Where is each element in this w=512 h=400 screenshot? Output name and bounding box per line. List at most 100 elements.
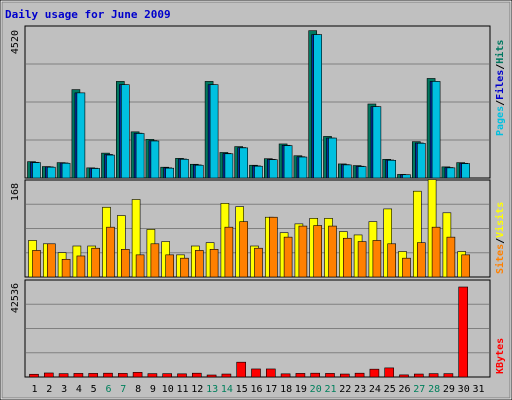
x-tick-label: 24 xyxy=(369,384,381,395)
kbytes-bar xyxy=(162,373,172,378)
kbytes-bar xyxy=(399,374,409,378)
pages-bar xyxy=(372,106,382,179)
sites-bar xyxy=(313,225,323,278)
sites-bar xyxy=(209,249,219,278)
sites-bar xyxy=(180,257,189,278)
legend-entry: / xyxy=(495,100,506,106)
sites-bar xyxy=(91,247,100,278)
kbytes-bar xyxy=(443,373,454,378)
x-tick-label: 28 xyxy=(428,384,440,395)
sites-bar xyxy=(46,243,56,278)
pages-bar xyxy=(402,174,411,179)
x-tick-label: 22 xyxy=(339,384,351,395)
sites-bar xyxy=(298,225,308,278)
legend-entry: / xyxy=(495,238,506,244)
kbytes-bar xyxy=(458,286,469,378)
sites-bar xyxy=(195,250,204,278)
pages-bar xyxy=(328,137,337,179)
sites-bar xyxy=(165,254,174,278)
legend-kbytes: KBytes xyxy=(495,338,506,374)
kbytes-bar xyxy=(251,368,261,378)
y-max-label: 42536 xyxy=(10,283,21,313)
pages-bar xyxy=(254,165,263,179)
kbytes-bar xyxy=(265,368,276,378)
pages-bar xyxy=(61,162,71,179)
kbytes-bar xyxy=(29,373,39,378)
pages-bar xyxy=(32,162,41,179)
kbytes-bar xyxy=(192,372,202,378)
sites-bar xyxy=(61,258,71,278)
sites-bar xyxy=(239,221,248,278)
sites-bar xyxy=(387,243,397,278)
kbytes-bar xyxy=(88,373,98,378)
sites-bar xyxy=(268,216,278,278)
sites-bar xyxy=(357,241,367,278)
y-max-label: 4520 xyxy=(10,30,21,54)
legend-hits-files-pages: Pages/Files/Hits xyxy=(494,40,506,136)
y-max-label: 168 xyxy=(10,183,21,201)
chart-title: Daily usage for June 2009 xyxy=(5,8,171,21)
kbytes-bar xyxy=(73,373,84,378)
x-tick-label: 1 xyxy=(31,384,37,395)
pages-bar xyxy=(195,164,204,179)
sites-bar xyxy=(32,250,41,278)
sites-bar xyxy=(254,247,263,278)
x-tick-label: 25 xyxy=(384,384,396,395)
sites-bar xyxy=(342,237,352,278)
kbytes-bar xyxy=(280,373,291,378)
sites-bar xyxy=(402,257,411,278)
pages-bar xyxy=(446,167,456,179)
legend-entry: Sites xyxy=(494,244,506,274)
x-tick-label: 19 xyxy=(295,384,307,395)
pages-bar xyxy=(209,84,219,179)
pages-bar xyxy=(268,159,278,179)
kbytes-bar xyxy=(325,373,335,378)
kbytes-bar xyxy=(43,372,54,378)
legend-entry: / xyxy=(495,64,506,70)
legend-entry: Pages xyxy=(495,106,506,136)
kbytes-bar xyxy=(147,373,158,378)
pages-bar xyxy=(283,145,293,179)
pages-bar xyxy=(76,92,86,179)
x-tick-label: 2 xyxy=(46,384,52,395)
pages-bar xyxy=(150,140,160,179)
pages-bar xyxy=(342,164,352,179)
kbytes-bar xyxy=(384,367,395,378)
kbytes-bar xyxy=(295,373,306,378)
kbytes-bar xyxy=(132,372,143,378)
sites-bar xyxy=(135,254,145,278)
pages-bar xyxy=(165,167,174,179)
x-tick-label: 8 xyxy=(135,384,141,395)
legend-entry: Visits xyxy=(494,202,506,238)
sites-bar xyxy=(283,236,293,278)
kbytes-bar xyxy=(103,372,113,378)
sites-bar xyxy=(446,236,456,278)
kbytes-bar xyxy=(177,373,187,378)
pages-bar xyxy=(106,154,115,179)
sites-bar xyxy=(328,225,337,278)
legend-visits-sites: Sites/Visits xyxy=(494,202,506,274)
x-tick-label: 13 xyxy=(206,384,218,395)
sites-bar xyxy=(150,243,160,278)
pages-bar xyxy=(121,84,130,179)
legend-entry: Files xyxy=(494,70,506,100)
sites-bar xyxy=(372,240,382,278)
x-tick-label: 17 xyxy=(265,384,277,395)
x-tick-label: 30 xyxy=(458,384,470,395)
kbytes-bar xyxy=(206,374,217,378)
sites-bar xyxy=(431,226,441,278)
x-tick-label: 23 xyxy=(354,384,366,395)
x-tick-label: 20 xyxy=(310,384,322,395)
pages-bar xyxy=(46,166,56,179)
kbytes-bar xyxy=(339,373,350,378)
x-tick-label: 10 xyxy=(162,384,174,395)
x-tick-label: 15 xyxy=(236,384,248,395)
kbytes-bar xyxy=(310,372,321,378)
x-tick-label: 16 xyxy=(250,384,262,395)
kbytes-bar xyxy=(118,373,128,378)
kbytes-bar xyxy=(221,373,232,378)
pages-bar xyxy=(461,163,471,179)
pages-bar xyxy=(357,166,367,179)
sites-bar xyxy=(76,255,86,278)
